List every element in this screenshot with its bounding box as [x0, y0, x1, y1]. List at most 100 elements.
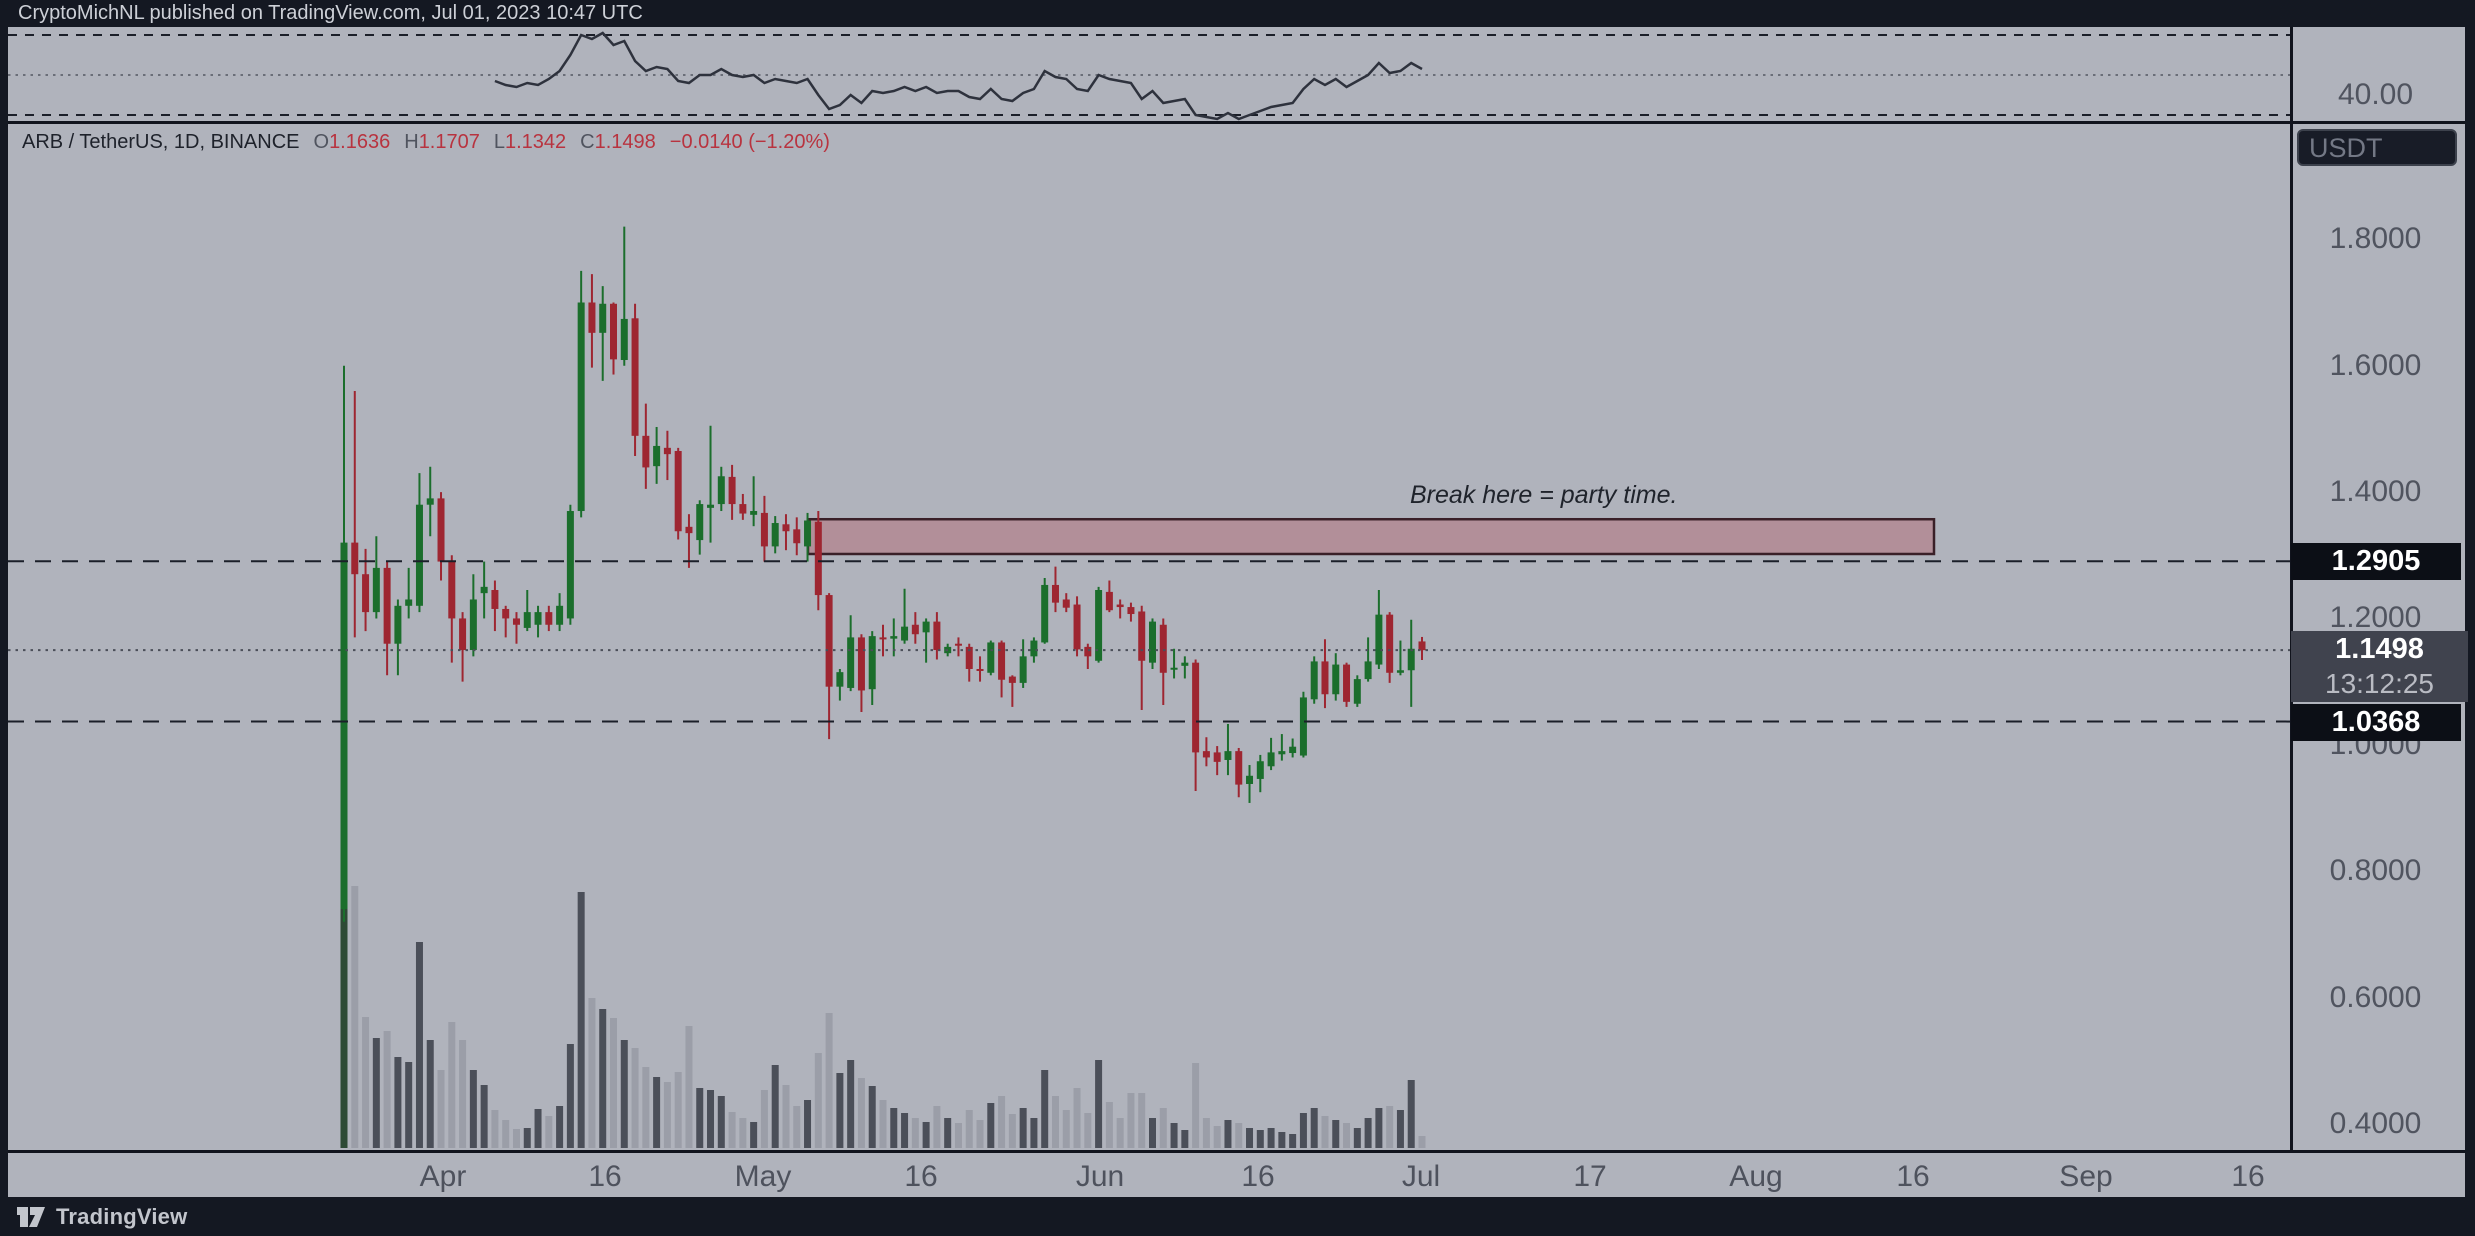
- volume-bar: [1386, 1106, 1394, 1148]
- volume-bar: [437, 1070, 445, 1148]
- volume-bar: [491, 1110, 499, 1148]
- candle-body: [588, 302, 596, 333]
- price-tick-label: 1.2000: [2329, 601, 2422, 635]
- volume-bar: [804, 1100, 812, 1148]
- volume-bar: [362, 1017, 370, 1148]
- candle-body: [707, 504, 715, 508]
- time-tick-label: 16: [1896, 1160, 1930, 1193]
- candle-body: [1353, 679, 1361, 704]
- volume-bar: [728, 1112, 736, 1148]
- candle-body: [394, 605, 402, 644]
- candle-body: [426, 498, 434, 505]
- volume-bar: [1008, 1114, 1016, 1148]
- volume-bar: [1289, 1134, 1297, 1148]
- volume-bar: [825, 1013, 833, 1148]
- candle-body: [1159, 624, 1167, 673]
- volume-bar: [1116, 1118, 1124, 1148]
- volume-bar: [1224, 1120, 1232, 1148]
- volume-bar: [1181, 1130, 1189, 1148]
- volume-bar: [1321, 1116, 1329, 1148]
- candle-body: [1321, 661, 1329, 695]
- candle-body: [1224, 751, 1232, 760]
- time-tick-label: Jun: [1075, 1160, 1125, 1193]
- volume-bar: [911, 1118, 919, 1148]
- candle-body: [825, 595, 833, 687]
- alert-price-label: 1.2905: [2291, 543, 2461, 581]
- candle-body: [1192, 662, 1200, 753]
- candle-body: [793, 529, 801, 544]
- publish-bar: CryptoMichNL published on TradingView.co…: [0, 0, 2475, 27]
- symbol-legend[interactable]: ARB / TetherUS, 1D, BINANCE O1.1636 H1.1…: [22, 131, 830, 154]
- candle-body: [1030, 640, 1038, 657]
- candle-body: [663, 447, 671, 455]
- currency-toggle-button[interactable]: USDT: [2297, 129, 2457, 166]
- volume-bar: [1267, 1128, 1275, 1148]
- price-tick-label: 1.6000: [2329, 348, 2422, 382]
- volume-bar: [1170, 1123, 1178, 1148]
- candle-body: [1343, 664, 1351, 702]
- volume-bar: [1192, 1063, 1200, 1148]
- pane-divider[interactable]: [8, 121, 2465, 124]
- volume-bar: [1364, 1118, 1372, 1148]
- candle-body: [1041, 584, 1049, 643]
- volume-bar: [976, 1120, 984, 1148]
- candle-body: [976, 668, 984, 671]
- candle-body: [1418, 641, 1426, 651]
- candle-body: [469, 599, 477, 651]
- volume-bar: [847, 1060, 855, 1148]
- time-axis-border: [8, 1150, 2465, 1153]
- candle-body: [534, 612, 542, 625]
- price-tick-label: 0.4000: [2329, 1106, 2422, 1140]
- candle-body: [437, 498, 445, 562]
- volume-bar: [351, 886, 359, 1148]
- volume-bar: [469, 1070, 477, 1148]
- candle-body: [836, 672, 844, 687]
- rsi-line: [494, 31, 1423, 121]
- candle-body: [954, 643, 962, 646]
- legend-change: −0.0140 (−1.20%): [669, 131, 830, 153]
- candle-body: [1051, 584, 1059, 603]
- candle-body: [771, 523, 779, 547]
- volume-bar: [534, 1109, 542, 1148]
- volume-bar: [1105, 1102, 1113, 1148]
- resistance-zone-box[interactable]: [806, 517, 1936, 556]
- chart-text-annotation[interactable]: Break here = party time.: [1410, 481, 1678, 509]
- volume-bar: [610, 1018, 617, 1148]
- time-tick-label: Aug: [1729, 1160, 1783, 1193]
- volume-bar: [1084, 1113, 1092, 1148]
- bar-close-countdown: 13:12:25: [2325, 668, 2434, 699]
- volume-bar: [1343, 1123, 1351, 1148]
- candle-body: [1289, 746, 1297, 754]
- symbol-description[interactable]: ARB / TetherUS, 1D, BINANCE: [22, 131, 300, 153]
- volume-bar: [448, 1022, 456, 1148]
- volume-bar: [1159, 1108, 1167, 1148]
- tradingview-logo-icon[interactable]: [16, 1206, 46, 1228]
- time-tick-label: 16: [1241, 1160, 1275, 1193]
- candle-body: [890, 636, 898, 639]
- volume-bar: [857, 1078, 865, 1148]
- volume-bar: [987, 1103, 995, 1148]
- candle-body: [1073, 604, 1081, 650]
- candle-body: [901, 626, 909, 641]
- candle-body: [1278, 751, 1286, 755]
- volume-bar: [599, 1009, 607, 1148]
- candle-body: [1235, 751, 1243, 785]
- time-tick-label: 17: [1573, 1160, 1607, 1193]
- volume-bar: [1062, 1110, 1070, 1148]
- volume-bar: [426, 1040, 434, 1148]
- volume-bar: [394, 1057, 402, 1148]
- volume-bar: [771, 1065, 779, 1148]
- candle-body: [1407, 648, 1415, 671]
- candle-body: [653, 445, 661, 467]
- candle-body: [922, 621, 930, 633]
- volume-bar: [793, 1106, 801, 1148]
- tradingview-logo-text[interactable]: TradingView: [56, 1203, 188, 1229]
- volume-bar: [922, 1122, 930, 1148]
- candle-body: [1008, 676, 1016, 683]
- candle-body: [1181, 662, 1189, 666]
- candle-body: [405, 599, 413, 606]
- volume-bar: [663, 1082, 671, 1148]
- volume-bar: [545, 1116, 553, 1148]
